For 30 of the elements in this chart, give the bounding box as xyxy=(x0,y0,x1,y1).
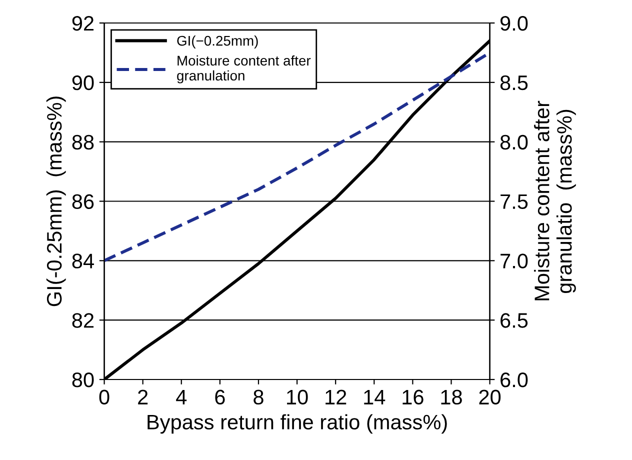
x-tick-label: 14 xyxy=(364,390,386,404)
y2-tick-label: 7.5 xyxy=(500,194,528,210)
x-tick-label: 18 xyxy=(441,390,462,405)
x-tick-label: 4 xyxy=(176,390,187,404)
y-tick-label: 88 xyxy=(72,134,94,150)
y-tick-label: 84 xyxy=(72,254,94,268)
y-tick-label: 92 xyxy=(72,16,94,31)
x-axis-title: Bypass return fine ratio (mass%) xyxy=(148,414,447,434)
y-tick-label: 82 xyxy=(72,313,94,328)
y2-tick-label: 6.5 xyxy=(500,313,528,328)
y-axis-title: GI(-0.25mm) (mass%) xyxy=(46,96,66,306)
x-tick-label: 8 xyxy=(254,390,264,405)
x-tick-label: 0 xyxy=(99,390,110,405)
y2-tick-label: 7.0 xyxy=(500,254,528,268)
x-tick-label: 6 xyxy=(215,390,225,405)
y2-tick-label: 8.5 xyxy=(500,75,528,90)
y-tick-label: 80 xyxy=(72,372,94,388)
x-tick-label: 20 xyxy=(479,390,501,405)
y2-axis-title: Moisture content after granulatio (mass%) xyxy=(534,100,576,300)
x-tick-label: 12 xyxy=(326,390,346,404)
x-tick-label: 2 xyxy=(138,390,148,404)
y2-tick-label: 6.0 xyxy=(500,372,528,388)
legend-label: Moisture content after granulation xyxy=(177,55,311,84)
x-tick-label: 10 xyxy=(287,390,308,405)
y-tick-label: 86 xyxy=(72,194,94,210)
y2-tick-label: 9.0 xyxy=(500,16,528,31)
x-tick-label: 16 xyxy=(402,390,424,405)
y-tick-label: 90 xyxy=(72,75,94,90)
y2-tick-label: 8.0 xyxy=(500,134,528,150)
legend-label: GI(−0.25mm) xyxy=(177,36,258,48)
